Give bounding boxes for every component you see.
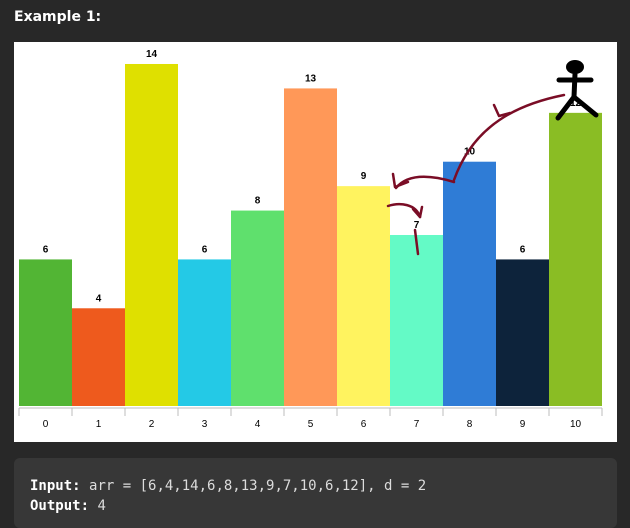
x-tick-label-6: 6: [361, 419, 367, 430]
bars: [19, 63, 602, 407]
arrow-8-to-6-head: [391, 172, 410, 189]
x-tick-label-2: 2: [149, 419, 155, 430]
output-line: Output: 4: [30, 498, 106, 514]
x-tick-label-7: 7: [414, 419, 420, 430]
value-label-1: 4: [96, 293, 102, 304]
x-axis: 0 1 2 3 4 5 6 7 8 9 10: [18, 407, 603, 430]
bar-2: [125, 63, 178, 407]
x-tick-label-5: 5: [308, 419, 314, 430]
value-label-2: 14: [146, 49, 158, 60]
x-tick-label-0: 0: [43, 419, 49, 430]
bar-9: [496, 259, 549, 406]
jump-arrows: [386, 93, 566, 256]
arrow-7-connector: [413, 228, 420, 256]
x-tick-label-3: 3: [202, 419, 208, 430]
value-label-3: 6: [202, 244, 208, 255]
output-value: 4: [97, 498, 106, 514]
arrow-10-to-8: [452, 93, 566, 182]
x-tick-label-8: 8: [467, 419, 473, 430]
input-value: arr = [6,4,14,6,8,13,9,7,10,6,12], d = 2: [89, 478, 427, 494]
input-label: Input:: [30, 478, 81, 494]
arrow-6-to-7-head: [411, 205, 424, 219]
bar-0: [19, 259, 72, 406]
example-heading: Example 1:: [14, 9, 102, 25]
output-label: Output:: [30, 498, 90, 514]
bar-1: [72, 308, 125, 406]
x-tick-label-10: 10: [570, 419, 582, 430]
x-tick-label-1: 1: [96, 419, 102, 430]
bar-6: [337, 186, 390, 406]
value-label-10: 12: [570, 98, 582, 109]
bar-7: [390, 234, 443, 406]
bar-3: [178, 259, 231, 406]
value-label-7: 7: [414, 220, 420, 231]
value-label-6: 9: [361, 171, 367, 182]
input-line: Input: arr = [6,4,14,6,8,13,9,7,10,6,12]…: [30, 478, 426, 494]
bar-10: [549, 112, 602, 406]
value-label-4: 8: [255, 196, 261, 207]
x-tick-label-4: 4: [255, 419, 261, 430]
stick-figure-icon: [555, 60, 599, 121]
value-label-9: 6: [520, 244, 526, 255]
bar-4: [231, 210, 284, 406]
x-tick-label-9: 9: [520, 419, 526, 430]
value-label-8: 10: [464, 147, 476, 158]
value-labels: 6 4 14 6 8 13 9 7 10 6 12: [43, 49, 582, 304]
value-label-5: 13: [305, 73, 317, 84]
arrow-10-to-8-head: [492, 103, 512, 118]
example-io-box: Input: arr = [6,4,14,6,8,13,9,7,10,6,12]…: [14, 458, 617, 528]
bar-5: [284, 88, 337, 406]
value-label-0: 6: [43, 244, 49, 255]
bar-8: [443, 161, 496, 406]
bar-chart-figure: 6 4 14 6 8 13 9 7 10 6 12 0 1 2 3 4 5 6 7 8 9 10: [14, 42, 617, 442]
